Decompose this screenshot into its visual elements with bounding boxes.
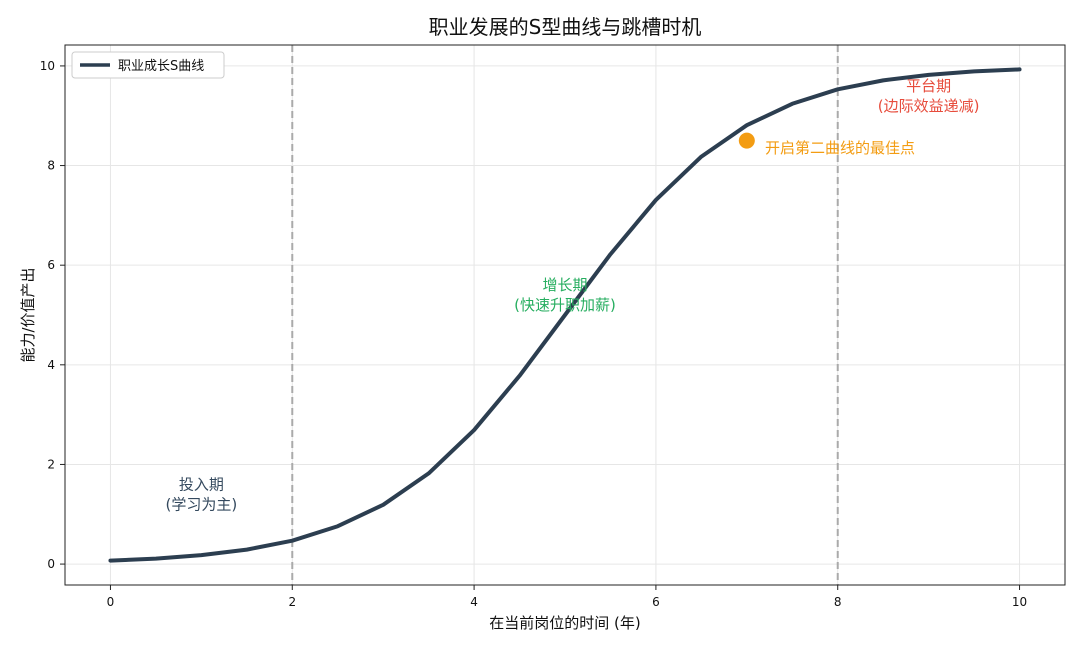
axis-ticks: 0 2 4 6 8 10 0 2 4 6 8 10 <box>40 59 1027 609</box>
annotation-text: 开启第二曲线的最佳点 <box>765 139 915 157</box>
annotation-text: (快速升职加薪) <box>514 296 616 314</box>
x-tick-label: 8 <box>834 595 842 609</box>
y-tick-label: 10 <box>40 59 55 73</box>
y-tick-label: 8 <box>47 159 55 173</box>
annotations: 投入期 (学习为主) 增长期 (快速升职加薪) 平台期 (边际效益递减) 开启第二曲线的最佳… <box>166 77 980 514</box>
annotation-text: 平台期 <box>906 77 951 95</box>
y-tick-label: 2 <box>47 457 55 471</box>
series-layer <box>108 67 1022 563</box>
y-axis-label: 能力/价值产出 <box>19 267 37 362</box>
x-tick-label: 4 <box>470 595 478 609</box>
series-line <box>108 67 1022 563</box>
x-tick-label: 10 <box>1012 595 1027 609</box>
x-tick-label: 6 <box>652 595 660 609</box>
x-axis-label: 在当前岗位的时间 (年) <box>489 614 640 632</box>
y-tick-label: 4 <box>47 358 55 372</box>
legend: 职业成长S曲线 <box>71 51 225 79</box>
legend-label: 职业成长S曲线 <box>118 59 204 74</box>
plot-frame <box>64 44 1066 586</box>
y-tick-label: 0 <box>47 557 55 571</box>
x-tick-label: 0 <box>107 595 115 609</box>
annotation-text: (边际效益递减) <box>878 97 980 115</box>
phase-divider-lines <box>291 45 839 585</box>
jump-point-marker <box>738 132 755 149</box>
annotation-text: 投入期 <box>179 475 224 493</box>
annotation-text: (学习为主) <box>166 495 238 513</box>
y-tick-label: 6 <box>47 258 55 272</box>
annotation-text: 增长期 <box>542 276 587 294</box>
x-tick-label: 2 <box>288 595 296 609</box>
legend-box <box>71 51 225 79</box>
chart-title: 职业发展的S型曲线与跳槽时机 <box>429 15 702 39</box>
